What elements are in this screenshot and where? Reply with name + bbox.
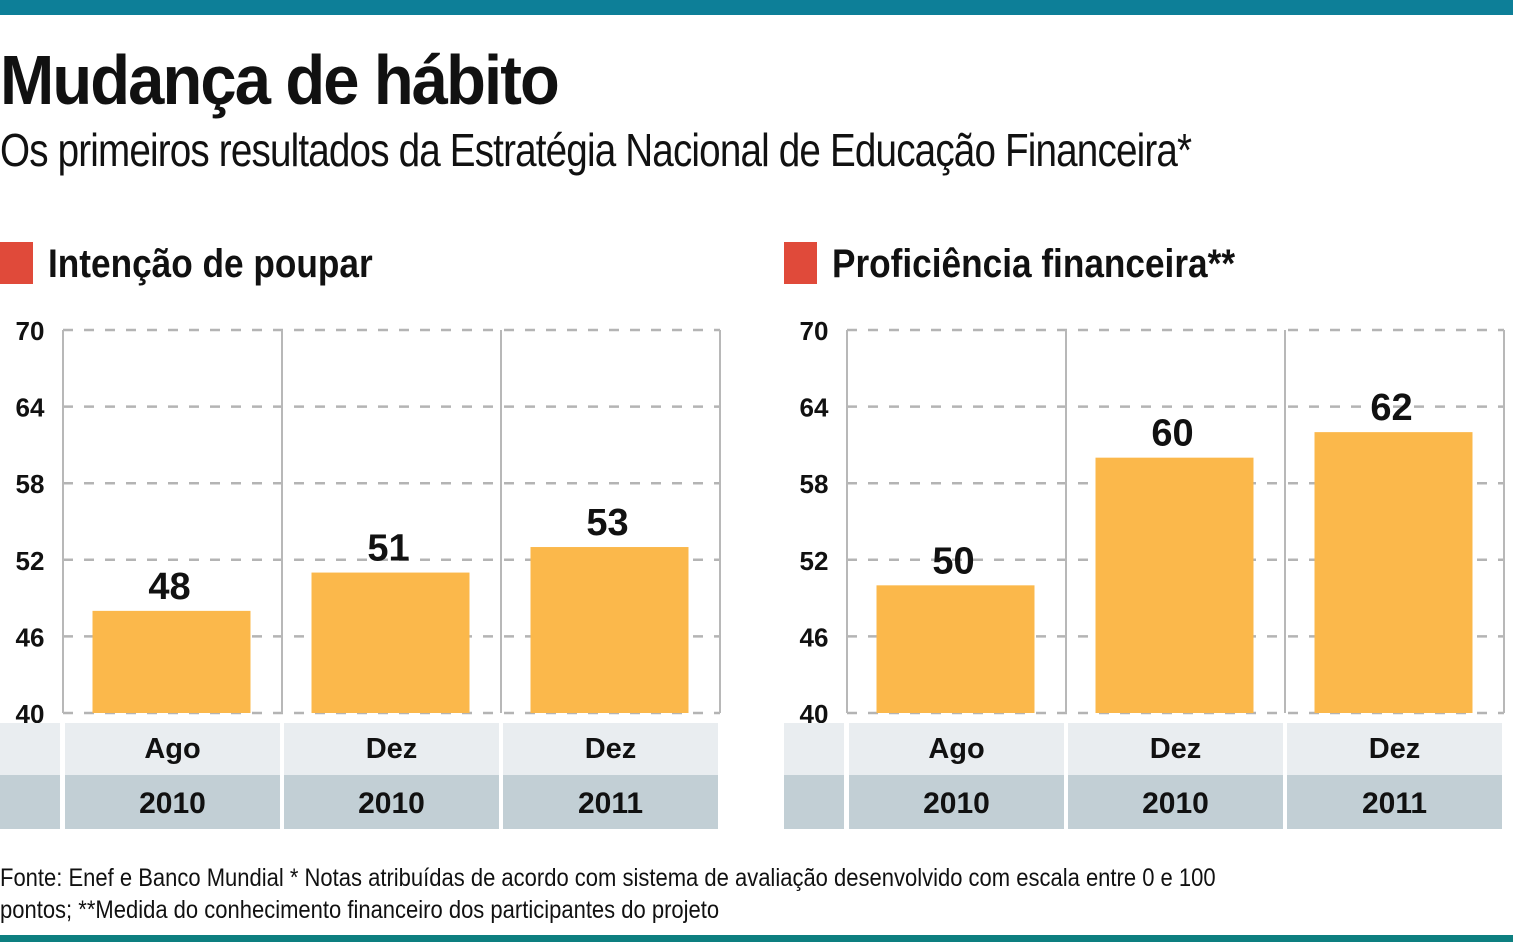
section-marker-icon [784, 242, 817, 284]
bar [1095, 457, 1254, 713]
month-cell [503, 723, 718, 775]
x-tick-label-month: Dez [585, 733, 637, 765]
footnote-line-1: Fonte: Enef e Banco Mundial * Notas atri… [0, 864, 1216, 892]
year-cell [1287, 775, 1502, 829]
footnote-line-2: pontos; **Medida do conhecimento finance… [0, 896, 720, 924]
data-label: 60 [1151, 413, 1193, 455]
x-tick-label-month: Dez [1150, 733, 1202, 765]
y-tick-label: 58 [800, 469, 829, 499]
bar [1314, 432, 1473, 713]
month-cell [1287, 723, 1502, 775]
y-tick-label: 70 [16, 316, 45, 346]
y-tick-label: 46 [16, 622, 45, 652]
data-label: 48 [148, 566, 190, 608]
x-tick-label-year: 2011 [578, 787, 643, 820]
bar [876, 585, 1035, 713]
y-tick-label: 46 [800, 622, 829, 652]
chart-title: Intenção de poupar [48, 242, 373, 286]
data-label: 62 [1370, 387, 1412, 429]
y-tick-label: 70 [800, 316, 829, 346]
year-cell [284, 775, 499, 829]
month-cell [284, 723, 499, 775]
y-tick-label: 64 [16, 393, 45, 423]
month-row-spacer [0, 723, 60, 775]
data-label: 53 [586, 502, 628, 544]
x-tick-label-month: Dez [1369, 733, 1421, 765]
year-row-spacer [784, 775, 844, 829]
x-tick-label-month: Ago [928, 733, 984, 765]
month-cell [849, 723, 1064, 775]
month-cell [65, 723, 280, 775]
x-tick-label-year: 2010 [923, 787, 990, 820]
bar [92, 610, 251, 713]
page-title: Mudança de hábito [0, 41, 560, 119]
year-cell [503, 775, 718, 829]
source-footnote: Fonte: Enef e Banco Mundial * Notas atri… [0, 862, 1496, 926]
year-cell [849, 775, 1064, 829]
bar [311, 572, 470, 713]
x-tick-label-year: 2010 [358, 787, 425, 820]
x-tick-label-month: Ago [144, 733, 200, 765]
x-tick-label-year: 2010 [1142, 787, 1209, 820]
x-tick-label-year: 2011 [1362, 787, 1427, 820]
x-tick-label-month: Dez [366, 733, 418, 765]
y-tick-label: 52 [800, 546, 829, 576]
top-accent-bar [0, 0, 1513, 15]
section-marker-icon [0, 242, 33, 284]
chart-title: Proficiência financeira** [832, 242, 1236, 286]
year-cell [1068, 775, 1283, 829]
bar [530, 547, 689, 713]
y-tick-label: 64 [800, 393, 829, 423]
year-row-spacer [0, 775, 60, 829]
x-tick-label-year: 2010 [139, 787, 206, 820]
month-cell [1068, 723, 1283, 775]
data-label: 51 [367, 528, 409, 570]
page-subtitle: Os primeiros resultados da Estratégia Na… [0, 124, 1192, 176]
bottom-accent-bar [0, 935, 1513, 942]
month-row-spacer [784, 723, 844, 775]
data-label: 50 [932, 540, 974, 582]
year-cell [65, 775, 280, 829]
y-tick-label: 58 [16, 469, 45, 499]
y-tick-label: 52 [16, 546, 45, 576]
